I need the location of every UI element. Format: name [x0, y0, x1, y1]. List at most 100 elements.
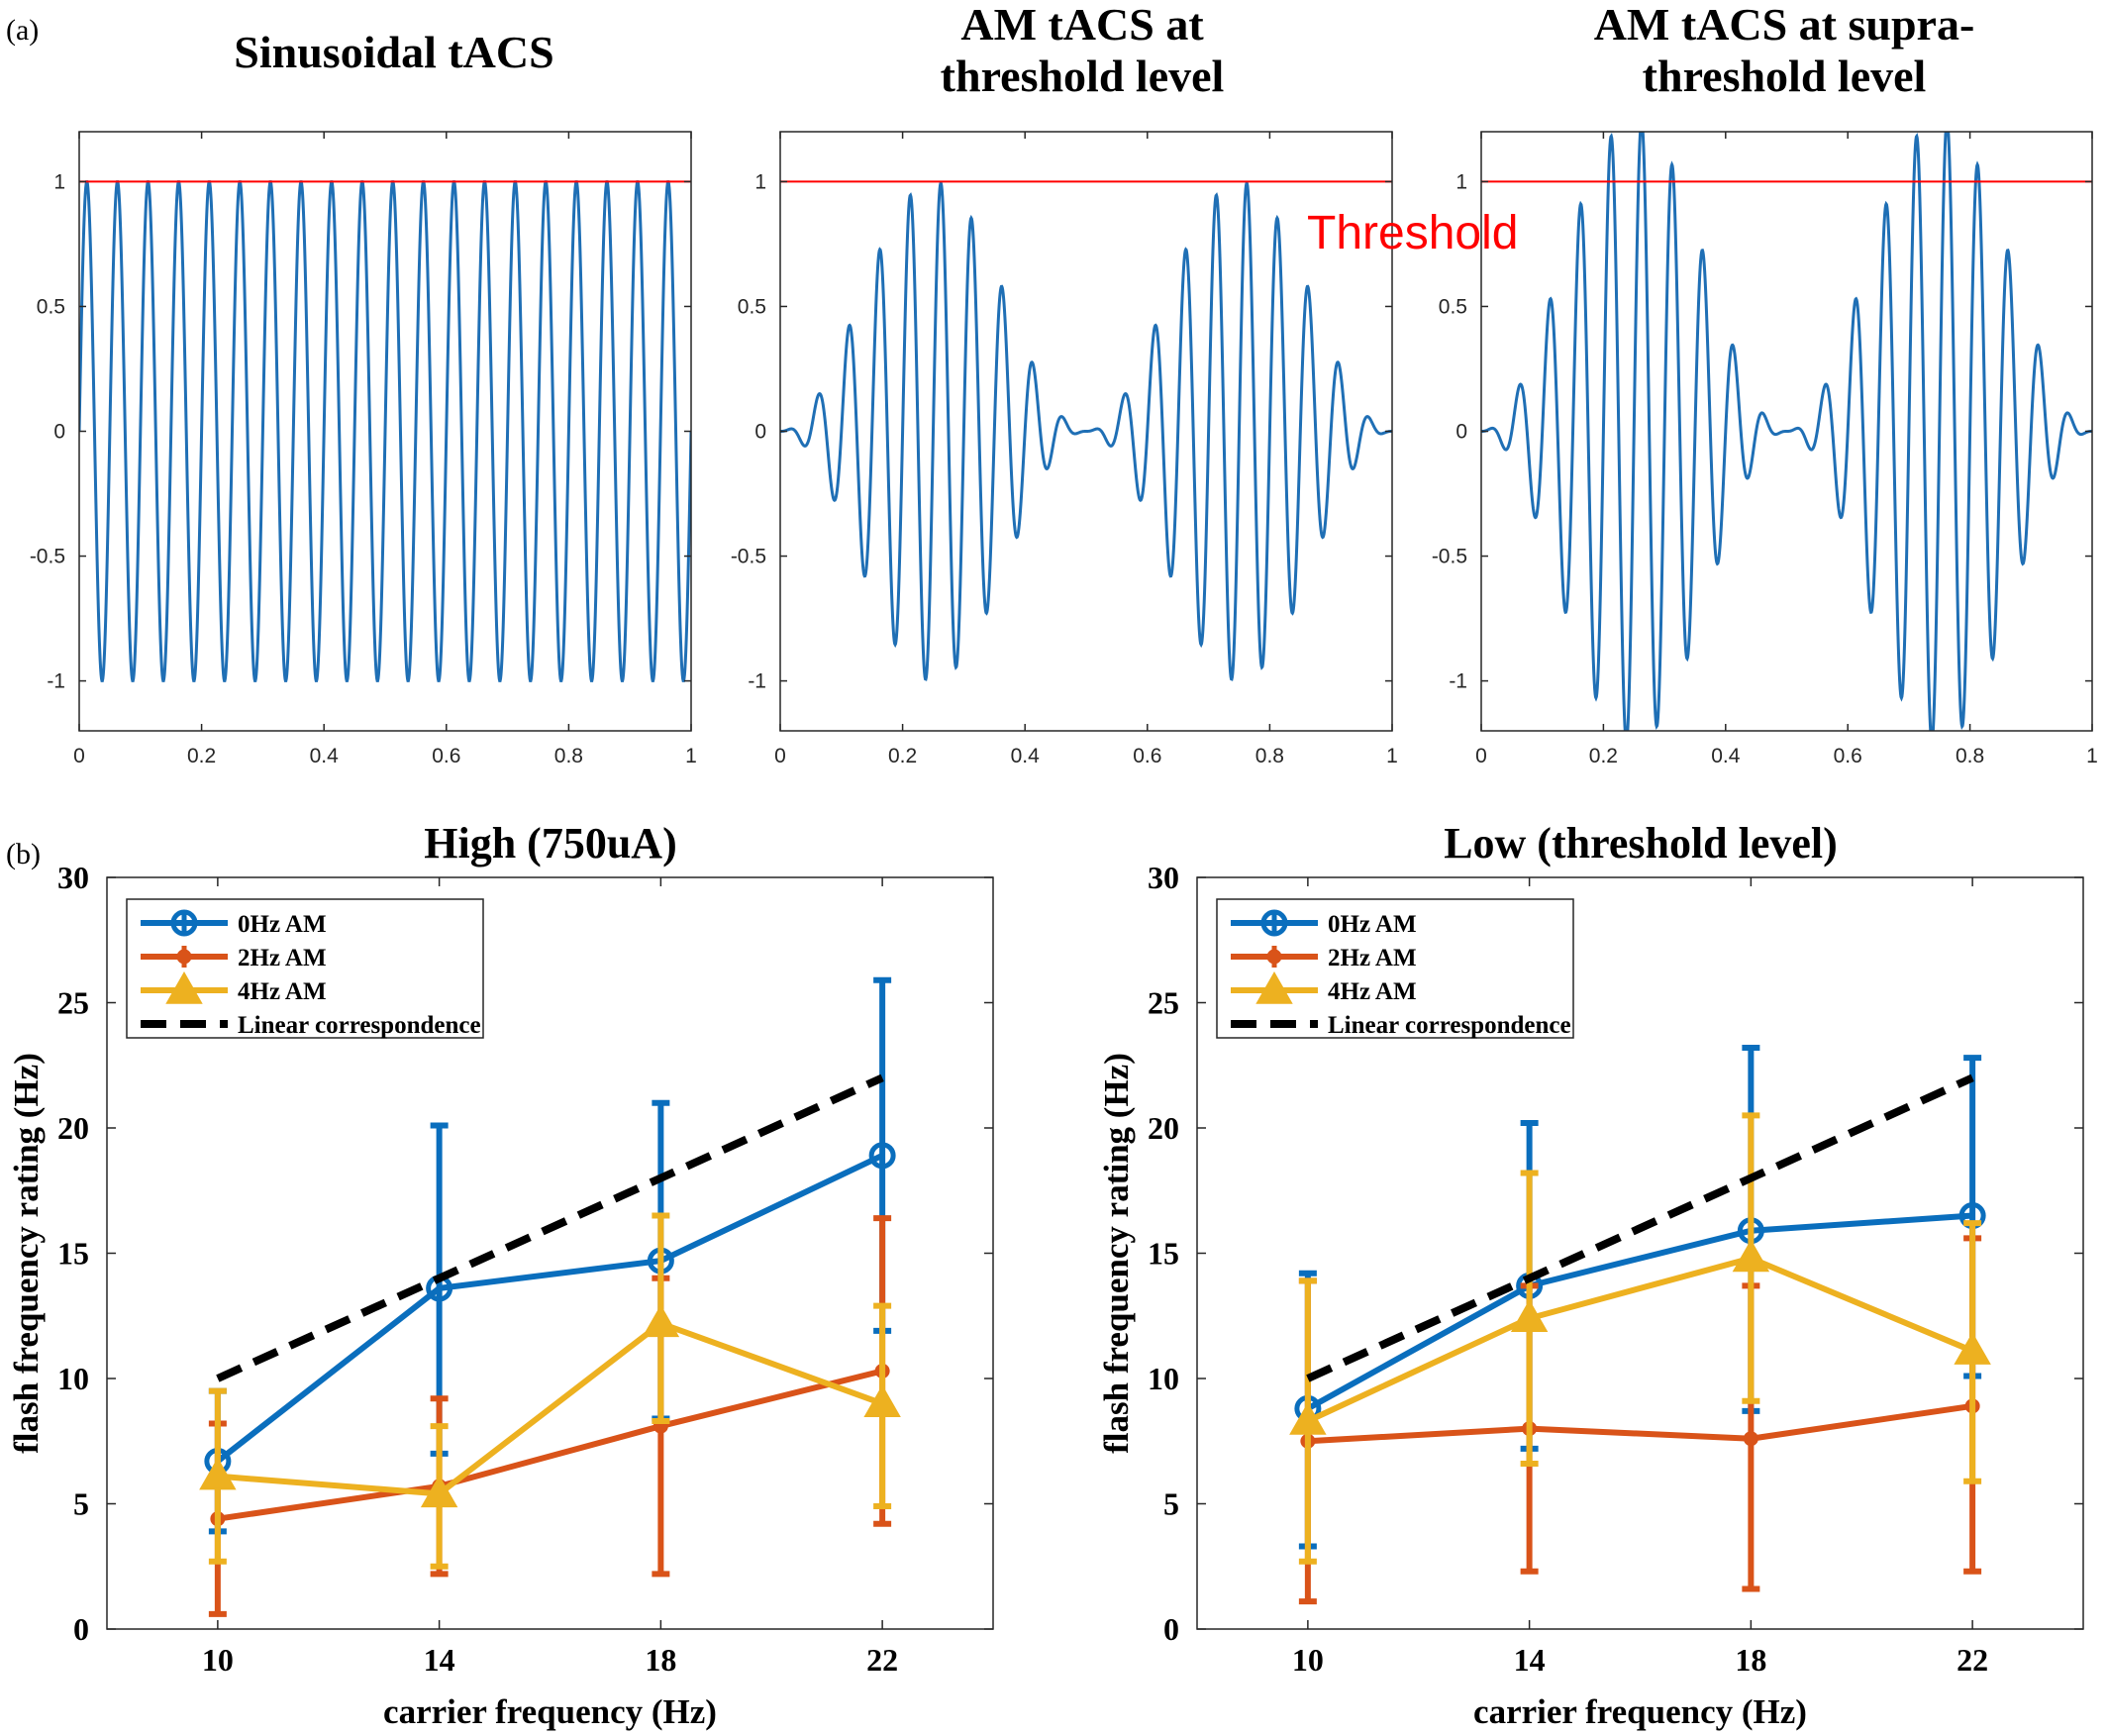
y-tick-label: 30: [57, 860, 89, 895]
marker-circle: [1260, 909, 1288, 937]
y-tick-label: 15: [1148, 1236, 1179, 1272]
x-tick-label: 0.8: [1956, 745, 1984, 767]
legend-item: Linear correspondence: [1231, 1012, 1571, 1039]
y-tick-label: 5: [73, 1486, 89, 1522]
marker-circle: [868, 1142, 896, 1170]
y-tick-label: 15: [57, 1236, 89, 1272]
marker-triangle: [863, 1384, 901, 1418]
panel-label-b: (b): [6, 838, 41, 870]
y-tick-label: -0.5: [731, 546, 766, 568]
y-tick-label: -1: [748, 670, 766, 693]
y-axis-label: flash frequency rating (Hz): [7, 1053, 46, 1454]
y-tick-label: 0: [1455, 421, 1467, 444]
series-4hz-am: [1289, 1112, 1991, 1565]
legend-label: 4Hz AM: [238, 978, 327, 1005]
y-tick-label: 25: [1148, 985, 1179, 1021]
series-line: [1306, 1255, 1974, 1424]
threshold-annotation: Threshold: [1307, 207, 1518, 259]
legend-item: 0Hz AM: [141, 909, 327, 938]
y-tick-label: 20: [57, 1110, 89, 1146]
chart-title: Low (threshold level): [1444, 819, 1838, 868]
x-axis-label: carrier frequency (Hz): [1473, 1692, 1807, 1731]
legend-label: Linear correspondence: [1328, 1012, 1571, 1039]
marker-dot: [176, 949, 192, 965]
y-tick-label: 0.5: [37, 295, 65, 318]
legend-label: 2Hz AM: [1328, 945, 1417, 971]
x-tick-label: 1: [2086, 745, 2098, 767]
y-tick-label: 1: [754, 170, 766, 193]
x-tick-label: 10: [1292, 1642, 1324, 1678]
legend-item: 0Hz AM: [1231, 909, 1417, 938]
legend-label: 4Hz AM: [1328, 978, 1417, 1005]
legend-item: 2Hz AM: [141, 945, 327, 971]
panel-label-a: (a): [6, 14, 39, 47]
x-tick-label: 0.8: [554, 745, 583, 767]
chart-title: threshold level: [1643, 51, 1927, 101]
legend-item: 4Hz AM: [141, 970, 327, 1005]
marker-dot: [1266, 949, 1282, 965]
chart-title: High (750uA): [424, 819, 676, 868]
y-tick-label: 0.5: [1439, 295, 1467, 318]
y-tick-label: 10: [57, 1361, 89, 1396]
waveform-panel-1: Sinusoidal tACS 0 0.2 0.4 0.6 0.8 1 -1 -0.5 0 0.5 1: [30, 27, 697, 767]
linear-correspondence-line: [216, 1073, 884, 1382]
series-0hz-am: [204, 976, 896, 1535]
series-4hz-am: [199, 1212, 901, 1570]
legend-item: 2Hz AM: [1231, 945, 1417, 971]
x-tick-label: 18: [1735, 1642, 1766, 1678]
legend: 0Hz AM 2Hz AM 4Hz AM Linear correspondence: [126, 898, 484, 1039]
marker-triangle: [165, 970, 203, 1004]
x-tick-label: 0.2: [888, 745, 917, 767]
x-tick-label: 0.4: [1011, 745, 1041, 767]
x-tick-label: 1: [1386, 745, 1398, 767]
marker-triangle: [642, 1304, 680, 1338]
series-line: [217, 1368, 883, 1522]
y-tick-label: 20: [1148, 1110, 1179, 1146]
x-tick-label: 0.6: [1834, 745, 1862, 767]
x-tick-label: 0.6: [1133, 745, 1161, 767]
series-line: [216, 1153, 884, 1464]
legend-item: 4Hz AM: [1231, 970, 1417, 1005]
x-tick-label: 0.2: [1589, 745, 1618, 767]
y-tick-label: 1: [53, 170, 65, 193]
y-tick-label: 0: [73, 1611, 89, 1647]
rating-panel-2: Low (threshold level) 10 14 18 22 0 5 10 15 20 25 3…: [1097, 819, 2084, 1731]
legend: 0Hz AM 2Hz AM 4Hz AM Linear correspondence: [1216, 898, 1574, 1039]
series-line: [217, 1319, 884, 1497]
x-tick-label: 14: [1514, 1642, 1546, 1678]
y-tick-label: 0: [1163, 1611, 1179, 1647]
x-tick-label: 0.2: [187, 745, 216, 767]
x-tick-label: 0.6: [432, 745, 460, 767]
legend-item: Linear correspondence: [141, 1012, 481, 1039]
rating-panel-1: High (750uA) 10 14 18 22 0 5 10 15 20 25 30 carrier …: [7, 819, 994, 1731]
y-tick-label: 1: [1455, 170, 1467, 193]
series-line: [1306, 1212, 1973, 1411]
marker-triangle: [199, 1457, 237, 1490]
marker-circle: [170, 909, 198, 937]
x-tick-label: 14: [424, 1642, 455, 1678]
linear-correspondence-line: [1306, 1073, 1974, 1382]
x-tick-label: 0.4: [310, 745, 340, 767]
x-axis-label: carrier frequency (Hz): [383, 1692, 717, 1731]
legend-label: 0Hz AM: [1328, 911, 1417, 938]
y-tick-label: -1: [1449, 670, 1467, 693]
series-0hz-am: [1294, 1045, 1986, 1550]
y-tick-label: 0: [754, 421, 766, 444]
series-line: [1307, 1402, 1973, 1445]
y-tick-label: 25: [57, 985, 89, 1021]
chart-title: threshold level: [941, 51, 1225, 101]
y-tick-label: 0.5: [738, 295, 766, 318]
waveform-line: [79, 180, 691, 682]
series-linear-correspondence: [1306, 1073, 1974, 1382]
legend-label: Linear correspondence: [238, 1012, 481, 1039]
x-tick-label: 0.4: [1711, 745, 1741, 767]
waveform-line: [780, 181, 1392, 681]
x-tick-label: 1: [685, 745, 697, 767]
x-tick-label: 0.8: [1255, 745, 1284, 767]
series-linear-correspondence: [216, 1073, 884, 1382]
y-tick-label: -1: [47, 670, 65, 693]
x-tick-label: 22: [866, 1642, 898, 1678]
series-2hz-am: [208, 1215, 892, 1617]
